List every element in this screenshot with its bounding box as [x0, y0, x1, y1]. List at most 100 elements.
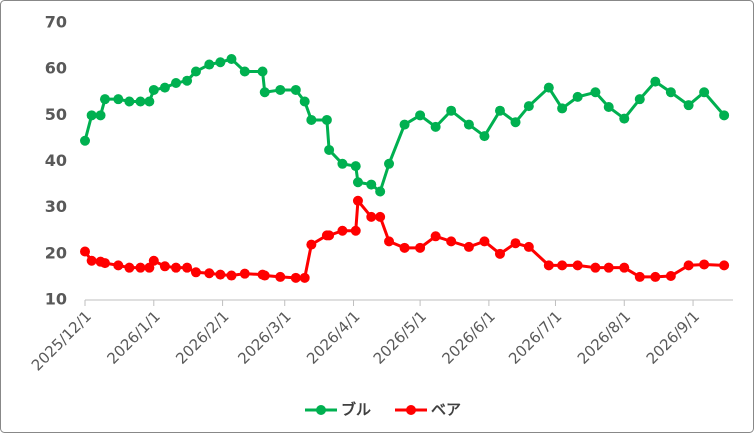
- point: [275, 84, 286, 95]
- point: [523, 101, 534, 112]
- y-tick-label: 50: [45, 105, 67, 124]
- point: [275, 271, 286, 282]
- point: [324, 230, 335, 241]
- point: [124, 262, 135, 273]
- point: [523, 241, 534, 252]
- point: [543, 82, 554, 93]
- point: [135, 96, 146, 107]
- point: [148, 84, 159, 95]
- point: [446, 236, 457, 247]
- point: [699, 259, 710, 270]
- point: [144, 96, 155, 107]
- point: [352, 177, 363, 188]
- point: [479, 236, 490, 247]
- point: [259, 270, 270, 281]
- point: [399, 119, 410, 130]
- legend-marker: [406, 405, 416, 415]
- point: [590, 87, 601, 98]
- point: [399, 242, 410, 253]
- point: [299, 96, 310, 107]
- point: [375, 211, 386, 222]
- point: [99, 94, 110, 105]
- point: [699, 87, 710, 98]
- point: [719, 110, 730, 121]
- point: [86, 110, 97, 121]
- point: [182, 262, 193, 273]
- point: [479, 131, 490, 142]
- point: [463, 241, 474, 252]
- point: [80, 135, 90, 146]
- series-line: [83, 196, 725, 280]
- point: [603, 102, 614, 113]
- point: [603, 262, 614, 273]
- point: [215, 269, 226, 280]
- y-tick-label: 40: [45, 151, 67, 170]
- point: [510, 238, 521, 249]
- point: [557, 103, 568, 114]
- point: [124, 96, 135, 107]
- point: [135, 262, 146, 273]
- point: [665, 87, 676, 98]
- y-tick-label: 10: [45, 290, 67, 309]
- point: [259, 87, 270, 98]
- point: [557, 260, 568, 271]
- point: [321, 114, 332, 125]
- point: [590, 262, 601, 273]
- point: [375, 186, 386, 197]
- point: [159, 82, 170, 93]
- point: [290, 272, 301, 283]
- point: [650, 271, 661, 282]
- point: [415, 242, 426, 253]
- point: [430, 121, 441, 132]
- point: [384, 236, 395, 247]
- point: [324, 144, 335, 155]
- point: [572, 91, 583, 102]
- y-tick-label: 60: [45, 59, 67, 78]
- point: [99, 258, 110, 269]
- point: [634, 271, 645, 282]
- point: [719, 260, 730, 271]
- legend-label: ベア: [431, 401, 461, 419]
- legend-marker: [316, 405, 326, 415]
- point: [148, 255, 159, 266]
- point: [683, 260, 694, 271]
- point: [226, 54, 237, 65]
- point: [170, 78, 181, 89]
- point: [215, 57, 226, 68]
- point: [80, 246, 90, 257]
- point: [159, 261, 170, 272]
- point: [86, 255, 97, 266]
- point: [494, 248, 505, 259]
- point: [204, 268, 215, 279]
- point: [430, 231, 441, 242]
- point: [239, 268, 250, 279]
- point: [306, 114, 317, 125]
- point: [290, 84, 301, 95]
- point: [463, 119, 474, 130]
- point: [257, 66, 268, 77]
- point: [299, 272, 310, 283]
- point: [650, 76, 661, 87]
- point: [366, 179, 377, 190]
- point: [415, 110, 426, 121]
- point: [239, 66, 250, 77]
- point: [619, 262, 630, 273]
- y-tick-label: 20: [45, 243, 67, 262]
- point: [634, 94, 645, 105]
- point: [446, 105, 457, 116]
- point: [226, 270, 237, 281]
- point: [572, 260, 583, 271]
- point: [306, 239, 317, 250]
- point: [494, 105, 505, 116]
- point: [510, 117, 521, 128]
- point: [350, 225, 361, 236]
- point: [113, 94, 124, 105]
- point: [95, 110, 106, 121]
- point: [337, 158, 348, 169]
- point: [683, 100, 694, 111]
- point: [543, 260, 554, 271]
- legend-label: ブル: [341, 401, 371, 419]
- point: [350, 161, 361, 172]
- series-line: [83, 57, 726, 195]
